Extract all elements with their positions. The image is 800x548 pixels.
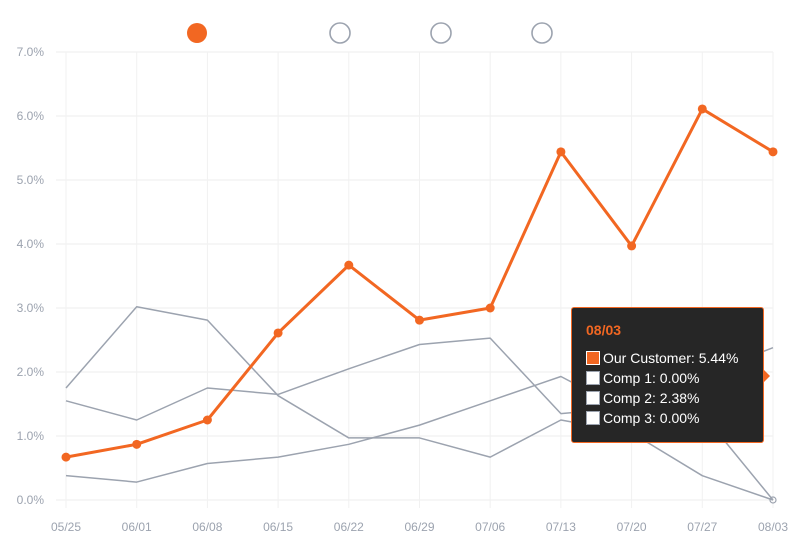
y-tick-label: 6.0% xyxy=(17,109,45,123)
x-tick-label: 07/20 xyxy=(617,520,647,534)
data-point-our-customer xyxy=(485,303,495,313)
tooltip-row-text: Comp 3: 0.00% xyxy=(603,410,700,426)
x-tick-label: 06/22 xyxy=(334,520,364,534)
tooltip-row-our-customer: Our Customer: 5.44% xyxy=(586,348,749,368)
y-tick-label: 7.0% xyxy=(17,45,45,59)
y-tick-label: 5.0% xyxy=(17,173,45,187)
series-line-comp-1 xyxy=(65,305,774,501)
legend-marker-our-customer xyxy=(187,23,207,43)
data-point-our-customer xyxy=(132,439,142,449)
x-tick-label: 06/29 xyxy=(404,520,434,534)
legend-marker-comp-2 xyxy=(430,22,452,44)
data-point-our-customer xyxy=(415,315,424,325)
data-point-our-customer xyxy=(627,241,637,251)
series-checkbox-comp-1[interactable] xyxy=(586,371,600,385)
y-tick-label: 0.0% xyxy=(17,493,45,507)
tooltip-row-comp-2: Comp 2: 2.38% xyxy=(586,388,749,408)
series-checkbox-comp-2[interactable] xyxy=(586,391,600,405)
x-tick-label: 05/25 xyxy=(51,520,81,534)
tooltip-row-text: Comp 1: 0.00% xyxy=(603,370,700,386)
y-tick-label: 4.0% xyxy=(17,237,45,251)
tooltip-row-comp-3: Comp 3: 0.00% xyxy=(586,408,749,428)
data-point-our-customer xyxy=(556,147,566,157)
series-checkbox-comp-3[interactable] xyxy=(586,411,600,425)
x-tick-label: 07/13 xyxy=(546,520,576,534)
x-tick-label: 06/15 xyxy=(263,520,293,534)
chart-tooltip: 08/03 Our Customer: 5.44% Comp 1: 0.00% … xyxy=(571,307,770,443)
x-tick-label: 06/01 xyxy=(122,520,152,534)
tooltip-date: 08/03 xyxy=(586,322,622,338)
x-tick-label: 08/03 xyxy=(758,520,788,534)
legend-marker-comp-3 xyxy=(531,22,553,44)
y-tick-label: 1.0% xyxy=(17,429,45,443)
data-point-our-customer xyxy=(768,147,778,157)
hover-marker xyxy=(769,496,777,504)
legend-marker-comp-1 xyxy=(329,22,351,44)
data-point-our-customer xyxy=(344,260,354,270)
x-tick-label: 07/06 xyxy=(475,520,505,534)
data-point-our-customer xyxy=(697,104,707,114)
data-point-our-customer xyxy=(273,328,283,338)
tooltip-row-text: Comp 2: 2.38% xyxy=(603,390,700,406)
data-point-our-customer xyxy=(61,452,71,462)
data-point-our-customer xyxy=(202,415,212,425)
x-tick-label: 07/27 xyxy=(687,520,717,534)
tooltip-row-comp-1: Comp 1: 0.00% xyxy=(586,368,749,388)
tooltip-row-text: Our Customer: 5.44% xyxy=(603,350,739,366)
y-tick-label: 3.0% xyxy=(17,301,45,315)
x-tick-label: 06/08 xyxy=(192,520,222,534)
series-checkbox-our-customer[interactable] xyxy=(586,351,600,365)
y-tick-label: 2.0% xyxy=(17,365,45,379)
